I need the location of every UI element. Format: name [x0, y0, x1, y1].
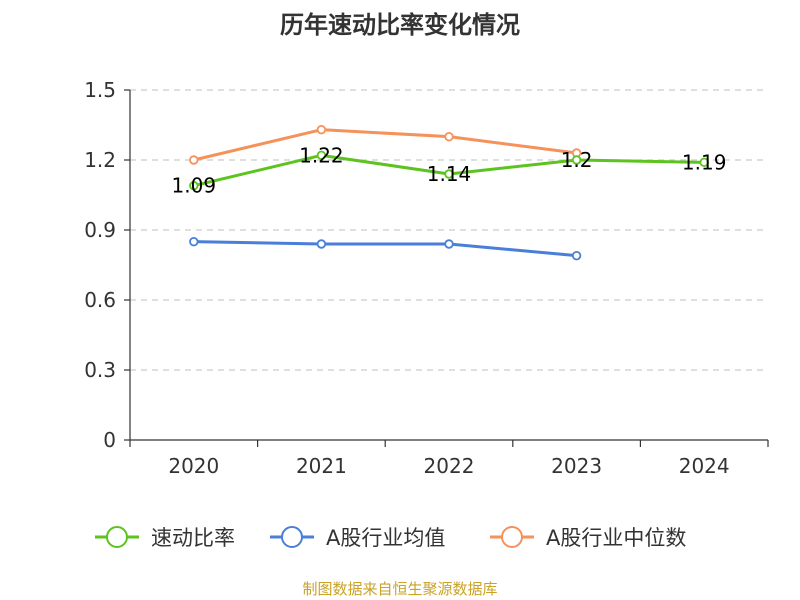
data-label: 1.19: [682, 150, 727, 174]
data-point[interactable]: [444, 169, 454, 179]
data-point[interactable]: [189, 180, 199, 191]
axes: 0 0.3 0.6 0.9 1.2 1.5 2020 2021 2022 2023 2024: [84, 78, 769, 478]
legend-marker: [106, 526, 128, 548]
y-tick-label: 1.5: [84, 78, 116, 102]
data-point[interactable]: [316, 150, 327, 161]
data-point[interactable]: [571, 250, 582, 261]
legend-label: 速动比率: [151, 526, 235, 550]
x-tick-label: 2024: [679, 454, 730, 478]
data-label: 1.2: [561, 148, 593, 172]
data-point[interactable]: [699, 157, 709, 168]
data-labels: 1.09 1.22 1.14 1.2 1.19: [172, 143, 727, 197]
data-point[interactable]: [189, 236, 199, 247]
legend-item[interactable]: A股行业均值: [270, 526, 445, 550]
x-tick-label: 2023: [551, 454, 602, 478]
data-label: 1.14: [427, 162, 472, 186]
data-label: 1.22: [299, 143, 344, 167]
series-line: [193, 128, 577, 162]
y-tick-label: 0: [103, 428, 116, 452]
legend-label: A股行业中位数: [546, 526, 686, 550]
series-layer: [189, 124, 709, 261]
data-point[interactable]: [444, 239, 454, 249]
series-line: [193, 240, 577, 258]
y-tick-label: 0.3: [84, 358, 116, 382]
legend-marker: [281, 526, 303, 548]
data-point[interactable]: [316, 124, 327, 135]
legend-item[interactable]: 速动比率: [95, 526, 235, 550]
chart-title: 历年速动比率变化情况: [280, 11, 520, 39]
y-tick-label: 1.2: [84, 148, 116, 172]
y-tick-label: 0.9: [84, 218, 116, 242]
grid: [130, 89, 768, 371]
data-point[interactable]: [316, 239, 327, 249]
y-tick-label: 0.6: [84, 288, 116, 312]
data-label: 1.09: [172, 174, 217, 198]
x-tick-label: 2022: [424, 454, 475, 478]
x-tick-label: 2020: [168, 454, 219, 478]
legend-label: A股行业均值: [326, 526, 445, 550]
legend[interactable]: 速动比率 A股行业均值 A股行业中位数: [95, 526, 686, 550]
legend-marker: [501, 526, 523, 548]
data-point[interactable]: [189, 155, 199, 165]
x-tick-label: 2021: [296, 454, 347, 478]
data-point[interactable]: [571, 155, 582, 165]
data-source-note: 制图数据来自恒生聚源数据库: [302, 580, 497, 598]
legend-item[interactable]: A股行业中位数: [490, 526, 686, 550]
data-point[interactable]: [444, 131, 454, 142]
